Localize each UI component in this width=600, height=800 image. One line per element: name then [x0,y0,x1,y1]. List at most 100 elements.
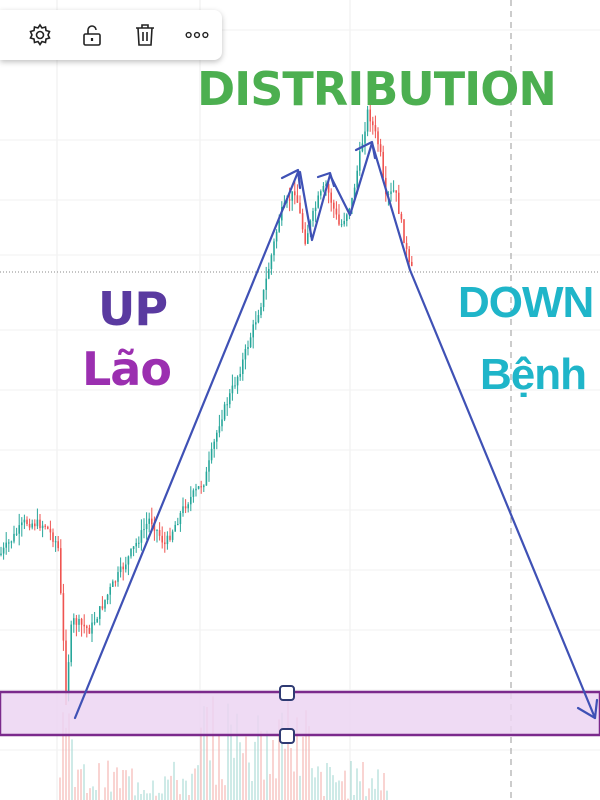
candle-body [70,624,72,663]
candle-body [26,519,28,525]
candle-body [119,566,122,573]
candle-body [369,109,371,122]
candle-body [398,192,400,214]
candle-body [174,524,176,532]
candle-body [252,324,254,338]
candle-body [125,564,127,570]
candle-body [205,471,208,486]
candle-body [34,523,36,527]
settings-button[interactable] [27,22,53,48]
candle-body [288,199,291,201]
candle-body [239,373,241,377]
candle-body [260,307,262,316]
more-icon [185,31,209,39]
candle-body [60,548,62,594]
candle-body [314,207,317,211]
candle-body [218,426,221,433]
candle-body [114,581,117,583]
candle-body [106,594,109,600]
candle-body [372,121,374,126]
down-sub-label: Bệnh [480,350,587,399]
unlock-icon [83,25,101,46]
candle-body [405,242,408,250]
trend-lines[interactable] [73,140,599,720]
candle-body [374,125,377,132]
candle-body [340,224,343,226]
candle-body [400,213,403,220]
up-arrowhead [280,168,302,190]
candle-body [101,606,104,609]
candle-body [10,541,13,543]
candle-body [161,535,163,543]
candle-body [203,485,205,488]
candle-body [117,572,119,582]
candle-body [411,261,413,266]
candle-body [21,522,23,526]
candle-body [377,131,379,145]
candle-body [333,202,335,209]
candle-body [221,419,223,427]
up-sub-label: Lão [82,342,172,396]
support-zone[interactable] [0,690,600,737]
candle-body [36,519,39,527]
candle-body [169,535,171,540]
candle-body [86,626,88,628]
candle-body [148,518,150,524]
candle-body [247,346,249,350]
candle-body [351,197,353,209]
candle-body [47,526,49,529]
candle-body [179,513,182,524]
candle-body [278,220,280,232]
candle-body [78,618,80,625]
candle-body [242,359,244,374]
gear-icon [29,23,51,46]
candle-body [197,486,200,489]
candle-body [382,151,384,178]
candle-body [268,269,270,279]
zigzag-arrowheads [316,171,336,188]
candle-body [210,448,213,461]
candle-body [18,525,20,534]
zone-bottom-handle[interactable] [279,728,295,744]
candle-body [325,184,327,187]
candle-body [122,566,124,570]
candle-body [15,533,18,535]
candle-body [317,195,319,208]
candle-body [343,221,345,225]
candle-body [5,542,7,548]
candle-body [265,278,267,290]
candle-body [327,184,330,193]
candle-body [104,599,106,609]
candle-body [335,208,338,215]
candle-body [67,662,70,695]
candle-body [275,231,278,242]
candle-body [151,518,153,525]
candle-body [143,529,145,531]
candle-body [88,627,91,634]
candle-body [356,170,358,188]
more-button[interactable] [184,22,210,48]
zone-top-handle[interactable] [279,685,295,701]
candle-body [130,548,132,557]
candle-body [364,131,366,144]
candle-body [216,432,218,442]
candle-body [291,191,293,201]
candle-body [200,486,202,488]
candle-body [353,187,356,198]
candle-body [226,404,228,406]
candle-body [44,525,46,527]
lock-button[interactable] [79,22,105,48]
candle-body [109,586,111,595]
candle-body [182,506,184,514]
candle-body [65,640,67,695]
trash-icon [136,24,154,46]
candle-body [112,581,114,587]
candle-body [2,547,5,554]
candle-body [156,530,158,532]
candle-body [395,190,397,193]
candle-body [73,618,75,625]
candle-body [49,528,52,533]
candle-body [39,519,41,529]
delete-button[interactable] [132,22,158,48]
